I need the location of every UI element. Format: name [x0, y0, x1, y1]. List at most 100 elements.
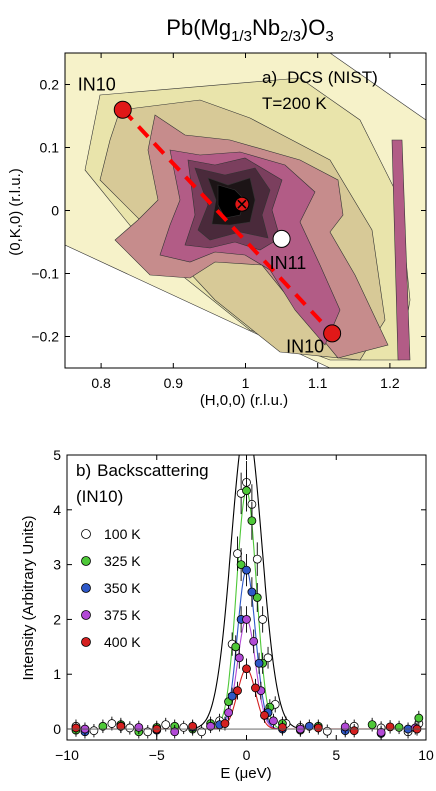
panel-b-xtick-label: 10	[418, 747, 434, 763]
legend-label: 350 K	[104, 580, 141, 596]
in10-marker	[323, 324, 342, 343]
in10-marker	[113, 100, 132, 119]
data-point	[89, 726, 99, 736]
title-base: Pb(Mg	[166, 15, 231, 40]
panel-a-xtick-label: 1.1	[308, 375, 328, 391]
data-point	[263, 653, 273, 663]
data-point	[242, 664, 251, 674]
legend-label: 400 K	[104, 634, 141, 650]
legend-marker	[81, 637, 91, 647]
panel-a-ylabel: (0,K,0) (r.l.u.)	[7, 168, 24, 256]
title-mid: Nb	[252, 15, 280, 40]
panel-b-xtick-label: −5	[149, 747, 165, 763]
legend-label: 375 K	[104, 607, 141, 623]
panel-b-title: b) Backscattering	[76, 461, 209, 480]
panel-a-letter: a)	[262, 68, 277, 87]
data-point	[252, 554, 262, 564]
data-point	[349, 726, 359, 736]
data-point	[251, 683, 260, 693]
panel-a-temperature: T=200 K	[262, 94, 327, 113]
data-point	[414, 713, 424, 723]
in11-label: IN11	[270, 253, 307, 273]
data-point	[254, 658, 264, 668]
data-point	[220, 719, 230, 728]
data-point	[249, 636, 259, 646]
data-point	[247, 516, 257, 526]
data-point	[260, 710, 269, 720]
data-point	[233, 549, 242, 559]
data-point	[116, 721, 126, 731]
data-point	[71, 723, 81, 733]
data-point	[258, 615, 268, 624]
data-point	[206, 721, 216, 731]
data-point	[385, 722, 395, 732]
panel-a-xtick-label: 1	[242, 375, 250, 391]
legend-marker	[81, 610, 91, 620]
data-point	[242, 486, 251, 496]
panel-b-axes: −10 −5 0 5 10 0 1 2 3 4 5	[53, 447, 434, 763]
panel-a-ytick-label: −0.1	[31, 266, 59, 282]
data-point	[394, 722, 404, 732]
data-point	[304, 721, 314, 731]
data-point	[125, 723, 135, 733]
panel-b-ytick-label: 4	[53, 502, 61, 518]
data-point	[269, 716, 278, 726]
data-point	[227, 691, 237, 701]
figure-title: Pb(Mg1/3Nb2/3)O3	[166, 15, 333, 45]
panel-b-letter: b)	[76, 461, 91, 480]
data-point	[233, 686, 242, 696]
data-point	[234, 653, 244, 663]
data-point	[197, 727, 207, 737]
in11-marker	[272, 229, 291, 248]
legend-label: 100 K	[104, 526, 141, 542]
center-cross-icon	[237, 199, 247, 209]
panel-b-title-line1: Backscattering	[97, 461, 209, 480]
data-point	[224, 708, 233, 717]
data-point	[277, 722, 287, 732]
panel-a-markers: IN10 IN11 IN10	[78, 75, 342, 356]
data-point	[247, 587, 257, 597]
data-point	[313, 723, 323, 733]
panel-b-xlabel: E (μeV)	[220, 765, 271, 782]
panel-a-xtick-label: 0.8	[91, 375, 111, 391]
panel-a-axes: 0.8 0.9 1 1.1 1.2 −0.2 −0.1 0 0.1 0.2	[31, 53, 426, 391]
panel-a-xlabel: (H,0,0) (r.l.u.)	[200, 392, 288, 409]
panel-b-ytick-label: 5	[53, 447, 61, 463]
vertical-streak	[391, 139, 411, 361]
panel-b-ytick-label: 3	[53, 557, 61, 573]
data-point	[188, 721, 198, 731]
panel-a-ytick-label: 0	[51, 203, 59, 219]
data-point	[231, 642, 241, 652]
data-point	[170, 727, 180, 737]
data-point	[367, 720, 377, 730]
panel-a-contour-map: 0.8 0.9 1 1.1 1.2−0.2−0.100.10.2 IN10IN11IN1…	[7, 52, 427, 409]
panel-a-instrument: DCS (NIST)	[287, 68, 378, 87]
data-point	[107, 719, 117, 728]
title-sub2: 2/3	[280, 28, 301, 45]
title-end: )O	[301, 15, 325, 40]
data-point	[340, 722, 350, 732]
scan-path-line	[121, 108, 334, 335]
panel-b-ylabel: Intensity (Arbitrary Units)	[20, 515, 37, 680]
panel-a-label: a) DCS (NIST)	[262, 68, 378, 87]
title-sub3: 3	[325, 28, 333, 45]
data-point	[98, 721, 108, 731]
panel-a-ytick-label: 0.1	[40, 140, 60, 156]
legend-marker	[81, 529, 91, 539]
panel-a-ytick-label: −0.2	[31, 329, 59, 345]
data-point	[376, 727, 386, 737]
data-point	[236, 560, 246, 570]
in10-label: IN10	[286, 336, 324, 356]
in10-label: IN10	[78, 75, 116, 95]
panel-b-ytick-label: 2	[53, 611, 61, 627]
legend-marker	[81, 556, 91, 566]
data-point	[134, 722, 144, 732]
legend-label: 325 K	[104, 553, 141, 569]
data-point	[252, 593, 262, 602]
panel-b-xtick-label: −10	[55, 747, 79, 763]
panel-b-xtick-label: 0	[243, 747, 251, 763]
data-point	[143, 727, 153, 737]
panel-b-ytick-label: 1	[53, 666, 61, 682]
